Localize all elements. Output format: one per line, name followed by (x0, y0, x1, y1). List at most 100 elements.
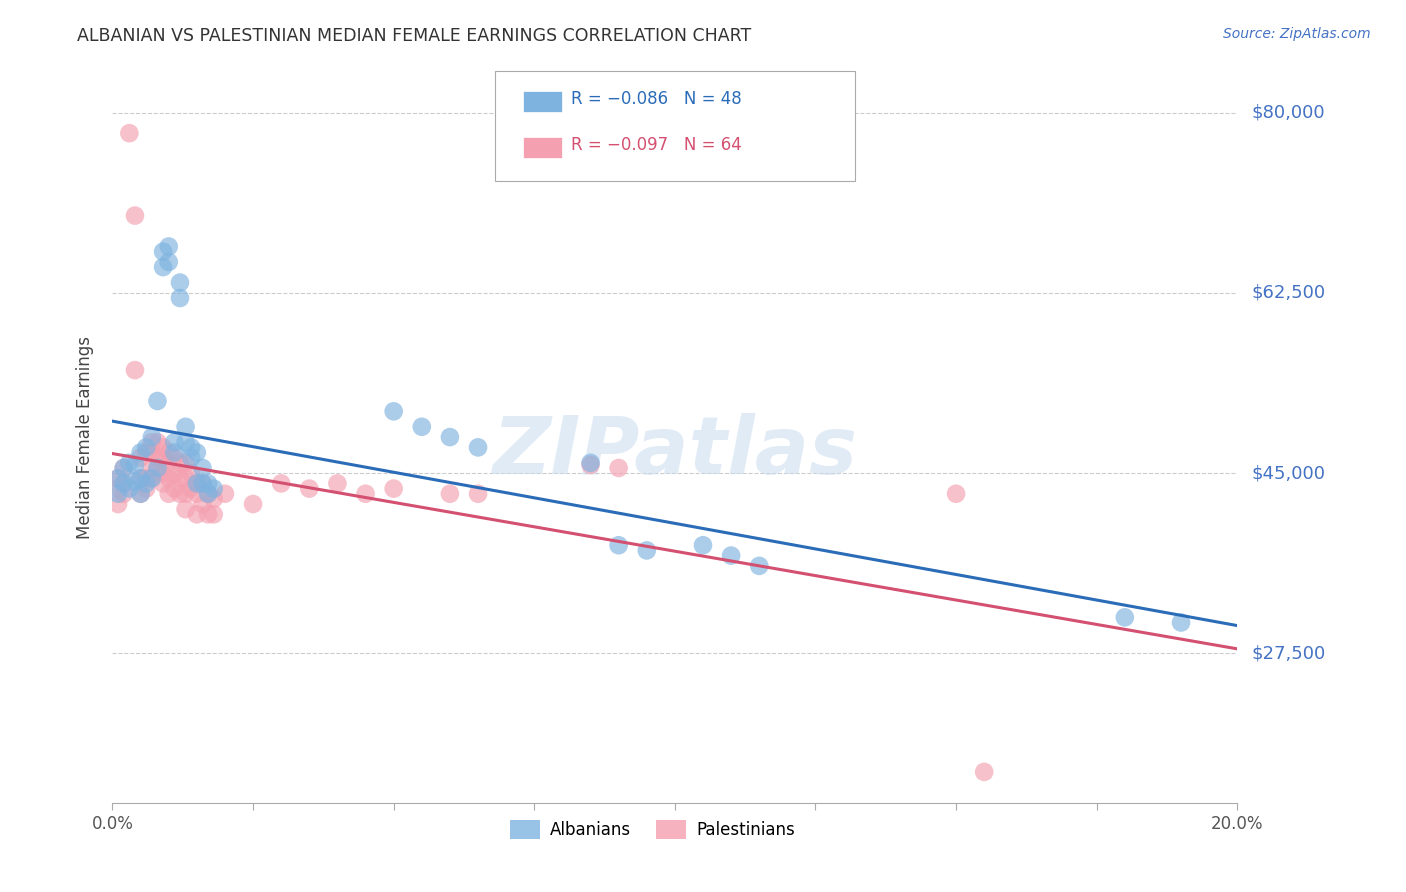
Point (157, 255, 180, 269)
Point (180, 441, 202, 455)
Point (112, 461, 135, 475)
Point (141, 435, 163, 450)
Point (141, 430, 163, 444)
Point (579, 458, 602, 472)
Point (467, 441, 489, 455)
Text: ALBANIAN VS PALESTINIAN MEDIAN FEMALE EARNINGS CORRELATION CHART: ALBANIAN VS PALESTINIAN MEDIAN FEMALE EA… (77, 27, 752, 45)
Point (141, 445, 163, 459)
Point (439, 430, 461, 444)
Point (607, 538, 630, 552)
Point (141, 471, 163, 485)
Point (163, 482, 186, 496)
Bar (523, 137, 562, 158)
Point (186, 487, 208, 501)
Point (191, 476, 214, 491)
Point (298, 482, 321, 496)
Point (382, 482, 405, 496)
Point (163, 435, 186, 450)
Point (174, 487, 197, 501)
Point (124, 209, 146, 223)
Point (124, 475, 146, 489)
Point (146, 435, 169, 450)
Point (174, 471, 197, 485)
Point (141, 471, 163, 485)
Point (124, 363, 146, 377)
Point (197, 476, 219, 491)
Point (112, 476, 135, 491)
Point (202, 482, 225, 496)
Point (118, 456, 141, 470)
Point (174, 456, 197, 470)
Point (157, 487, 180, 501)
Point (157, 445, 180, 459)
Point (467, 487, 489, 501)
Point (163, 450, 186, 465)
Point (141, 461, 163, 475)
Text: ZIPatlas: ZIPatlas (492, 413, 858, 491)
Point (191, 497, 214, 511)
Point (129, 487, 152, 501)
Point (439, 487, 461, 501)
Point (124, 458, 146, 472)
Point (129, 450, 152, 465)
Point (242, 497, 264, 511)
Bar (523, 91, 562, 112)
Point (135, 441, 157, 455)
Point (748, 558, 770, 573)
Point (174, 419, 197, 434)
Point (107, 497, 129, 511)
Point (112, 476, 135, 491)
Point (1114, 610, 1136, 624)
Point (157, 471, 180, 485)
Point (945, 487, 967, 501)
Point (163, 466, 186, 480)
Point (118, 126, 141, 140)
Point (157, 239, 180, 253)
Point (169, 276, 191, 290)
Point (579, 456, 602, 470)
Point (174, 502, 197, 516)
Point (197, 487, 219, 501)
Point (180, 466, 202, 480)
Point (152, 450, 174, 465)
Point (135, 476, 157, 491)
Point (152, 476, 174, 491)
Point (118, 482, 141, 496)
Text: Source: ZipAtlas.com: Source: ZipAtlas.com (1223, 27, 1371, 41)
Point (152, 244, 174, 259)
Point (107, 482, 129, 496)
Text: $80,000: $80,000 (1251, 103, 1324, 121)
Point (191, 461, 214, 475)
Point (197, 487, 219, 501)
Point (202, 491, 225, 506)
Point (720, 549, 742, 563)
Point (146, 394, 169, 409)
Point (129, 471, 152, 485)
Point (326, 476, 349, 491)
Y-axis label: Median Female Earnings: Median Female Earnings (76, 335, 94, 539)
Point (169, 291, 191, 305)
Point (107, 487, 129, 501)
Point (152, 441, 174, 455)
Point (186, 445, 208, 459)
Text: R = −0.086   N = 48: R = −0.086 N = 48 (571, 90, 742, 108)
Point (692, 538, 714, 552)
Point (191, 476, 214, 491)
Point (169, 456, 191, 470)
Legend: Albanians, Palestinians: Albanians, Palestinians (503, 814, 801, 846)
Point (186, 476, 208, 491)
Point (186, 476, 208, 491)
Point (129, 445, 152, 459)
Point (354, 487, 377, 501)
Point (107, 471, 129, 485)
Point (157, 456, 180, 470)
Text: $62,500: $62,500 (1251, 284, 1326, 301)
Point (174, 435, 197, 450)
Text: $45,000: $45,000 (1251, 464, 1326, 483)
Point (202, 508, 225, 522)
FancyBboxPatch shape (495, 71, 855, 181)
Point (973, 764, 995, 779)
Point (1170, 615, 1192, 630)
Point (163, 445, 186, 459)
Point (146, 461, 169, 475)
